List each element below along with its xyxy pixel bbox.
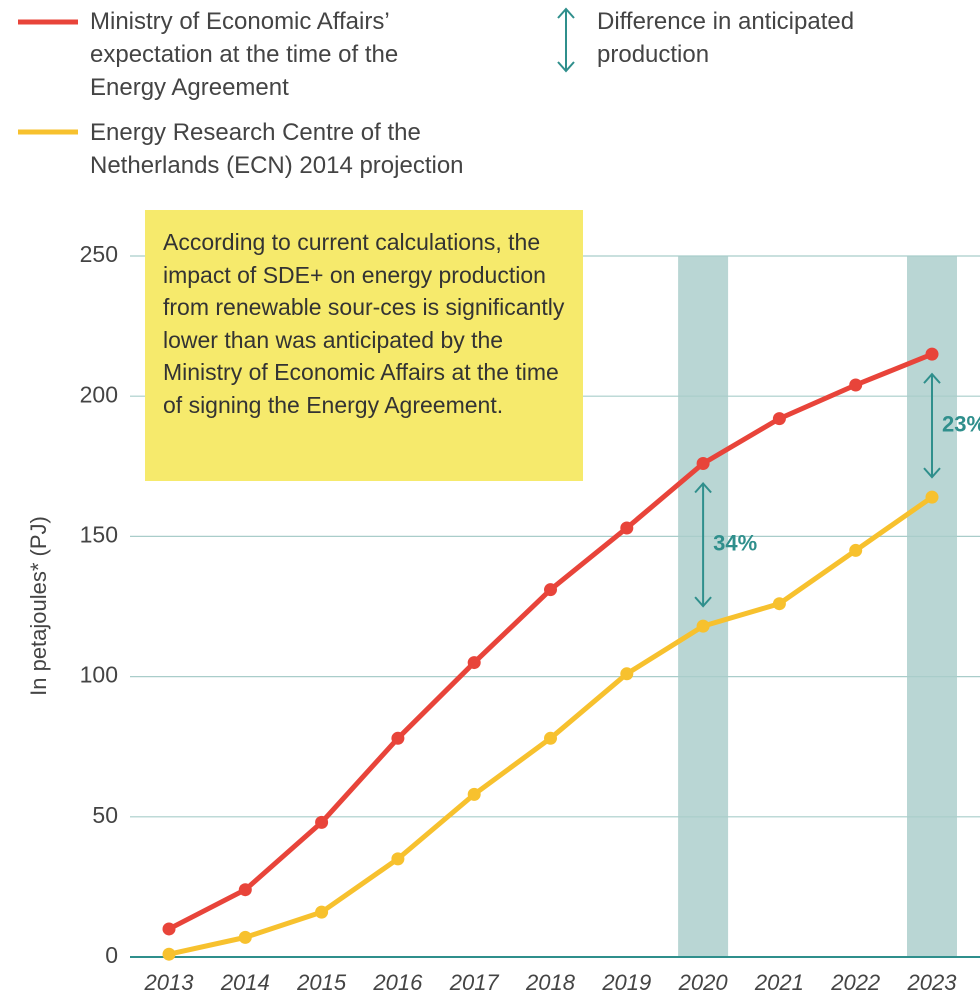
difference-label: 34% [713,531,757,556]
legend-label: Ministry of Economic Affairs’ expectatio… [90,8,399,101]
y-tick-label: 0 [105,942,118,968]
difference-label: 23% [942,411,980,436]
data-point [696,456,710,470]
data-point [620,521,634,535]
x-tick-label: 2022 [830,970,880,995]
data-point [849,543,863,557]
difference-arrow [694,481,712,608]
x-tick-label: 2017 [449,970,500,995]
data-point [315,905,329,919]
x-tick-label: 2013 [144,970,195,995]
x-tick-label: 2021 [754,970,804,995]
data-point [544,583,557,597]
data-point [849,378,863,392]
x-tick-label: 2015 [296,970,347,995]
y-tick-label: 150 [80,521,118,547]
arrow-head [923,467,941,479]
data-point [620,667,634,681]
data-point [315,815,329,829]
difference-arrow [923,372,941,479]
series-line [168,495,934,957]
x-tick-label: 2020 [678,970,729,995]
data-point [238,883,252,897]
legend-label: Difference in anticipated production [597,8,855,68]
x-tick-label: 2016 [372,970,423,995]
data-point [162,922,176,936]
y-tick-label: 100 [80,662,118,688]
data-point [772,412,786,426]
x-tick-label: 2018 [525,970,576,995]
legend-arrow [557,7,575,73]
data-point [162,947,176,961]
data-point [696,619,710,633]
data-point [925,490,939,504]
legend-label: Energy Research Centre of the Netherland… [90,119,464,179]
y-axis-label: In petajoules* (PJ) [26,516,51,696]
data-point [925,347,939,361]
arrow-head [694,596,712,608]
data-point [544,731,557,745]
data-point [772,597,786,611]
note-box: According to current calculations, the i… [145,210,583,481]
y-tick-label: 200 [80,381,118,407]
data-point [467,787,481,801]
x-tick-label: 2019 [601,970,651,995]
x-tick-label: 2014 [220,970,270,995]
y-tick-label: 50 [92,802,118,828]
arrow-head [923,372,941,384]
data-point [391,731,405,745]
y-tick-label: 250 [80,241,118,267]
arrow-head [694,481,712,494]
x-tick-label: 2023 [907,970,958,995]
data-point [467,656,481,670]
data-point [238,930,252,944]
data-point [391,852,405,866]
